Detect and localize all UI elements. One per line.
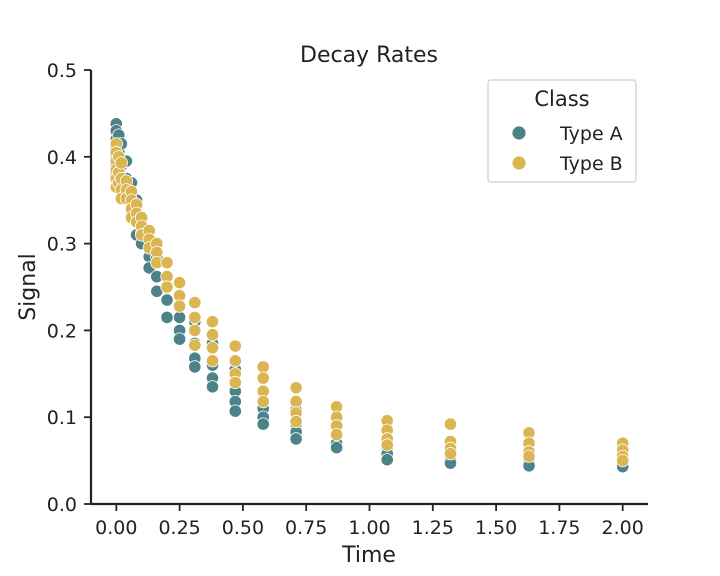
data-point — [114, 156, 129, 170]
data-point — [205, 315, 220, 329]
points-layer — [109, 117, 630, 474]
data-point — [443, 447, 458, 461]
data-point — [289, 414, 303, 429]
x-tick-label: 0.75 — [285, 517, 327, 539]
x-tick-label: 1.50 — [475, 517, 517, 539]
legend-marker — [511, 155, 527, 171]
data-point — [188, 323, 202, 337]
y-axis-label: Signal — [16, 253, 41, 321]
y-tick-label: 0.5 — [47, 60, 77, 82]
data-point — [188, 310, 202, 324]
data-point — [205, 380, 220, 394]
data-point — [256, 360, 270, 374]
data-point — [173, 332, 187, 346]
data-point — [329, 440, 344, 455]
legend: Class Type A Type B — [487, 79, 637, 183]
data-point — [205, 328, 220, 342]
y-tick-label: 0.4 — [47, 147, 77, 169]
data-point — [329, 427, 344, 442]
data-point — [616, 453, 630, 468]
data-point — [160, 310, 174, 324]
x-tick-label: 1.75 — [538, 517, 580, 539]
data-point — [289, 394, 303, 409]
legend-marker — [511, 125, 527, 141]
x-axis-label: Time — [341, 543, 396, 568]
legend-title: Class — [534, 87, 589, 111]
data-point — [256, 371, 270, 385]
axes-layer: 0.00 0.25 0.50 0.75 1.00 1.25 1.50 1.75 2.00 0.0 0… — [47, 60, 648, 539]
data-point — [173, 276, 187, 290]
data-point — [160, 293, 174, 307]
data-point — [160, 256, 174, 270]
x-tick-label: 2.00 — [602, 517, 644, 539]
x-tick-label: 0.25 — [158, 517, 200, 539]
data-point — [289, 432, 303, 446]
data-point — [228, 339, 242, 353]
series-type-b — [109, 137, 630, 468]
data-point — [522, 449, 536, 463]
data-point — [173, 310, 187, 324]
data-point — [380, 453, 394, 467]
data-point — [228, 404, 242, 418]
data-point — [289, 381, 303, 395]
legend-label: Type A — [559, 123, 623, 145]
legend-entries: Type A Type B — [511, 123, 623, 175]
data-point — [228, 354, 242, 368]
y-tick-label: 0.0 — [47, 494, 77, 516]
data-point — [173, 299, 187, 313]
y-tick-label: 0.3 — [47, 234, 77, 256]
data-point — [256, 417, 270, 431]
data-point — [380, 438, 394, 452]
legend-label: Type B — [559, 153, 623, 175]
data-point — [160, 280, 174, 294]
data-point — [188, 338, 202, 352]
x-tick-label: 1.25 — [412, 517, 454, 539]
x-tick-label: 1.00 — [348, 517, 390, 539]
data-point — [205, 341, 220, 355]
data-point — [256, 394, 270, 409]
x-tick-label: 0.50 — [222, 517, 264, 539]
legend-frame — [487, 79, 637, 183]
x-tick-label: 0.00 — [95, 517, 137, 539]
y-tick-label: 0.2 — [47, 320, 77, 342]
data-point — [205, 354, 220, 368]
chart-title: Decay Rates — [300, 43, 438, 68]
data-point — [188, 295, 202, 310]
data-point — [443, 417, 458, 431]
data-point — [188, 360, 202, 374]
y-tick-label: 0.1 — [47, 407, 77, 429]
data-point — [228, 375, 242, 390]
